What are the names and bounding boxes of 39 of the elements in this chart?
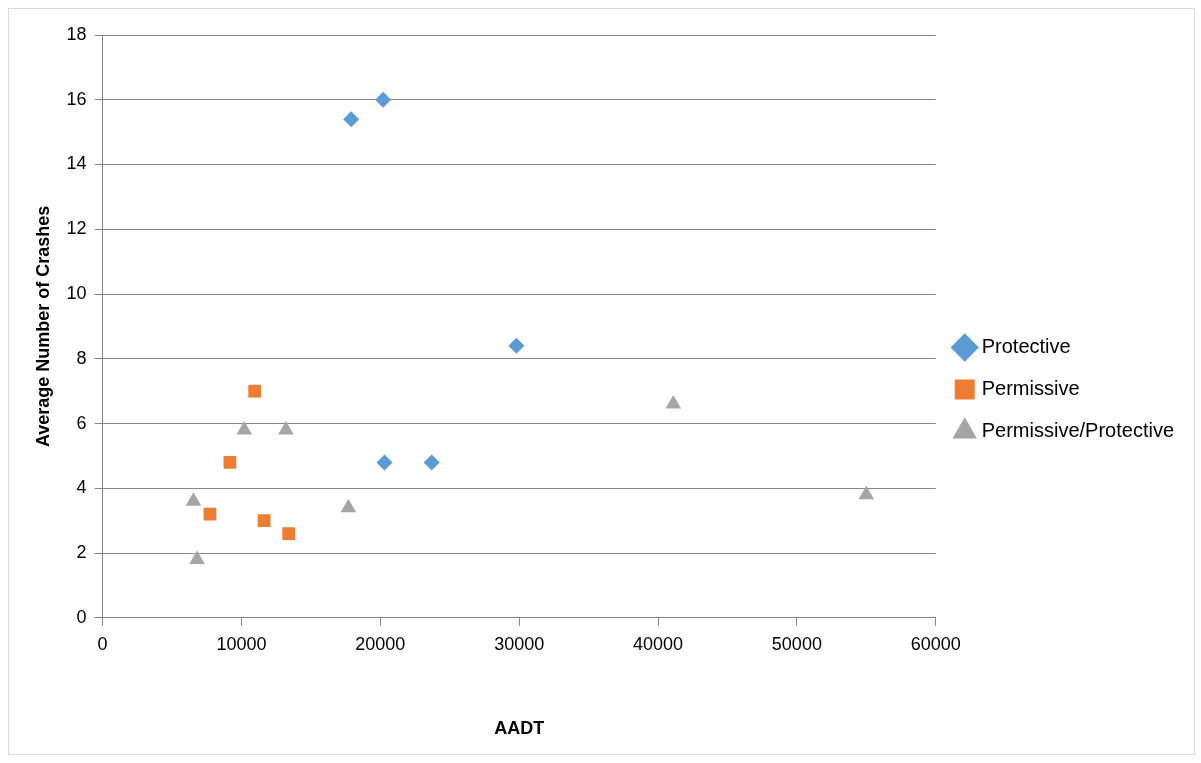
- y-tick-label: 16: [66, 88, 87, 109]
- point: [282, 527, 296, 540]
- x-tick-label: 0: [97, 633, 108, 654]
- y-tick-label: 6: [76, 412, 87, 433]
- point: [257, 514, 271, 528]
- y-axis-title: Average Number of Crashes: [32, 205, 53, 448]
- point: [665, 395, 682, 409]
- y-tick-label: 18: [66, 23, 87, 44]
- point: [375, 91, 392, 108]
- legend-label: Permissive: [981, 377, 1080, 400]
- x-tick-label: 50000: [771, 633, 822, 654]
- y-tick-label: 14: [66, 153, 87, 174]
- point: [340, 498, 357, 513]
- y-tick-label: 10: [66, 282, 87, 303]
- y-tick-label: 8: [76, 347, 87, 368]
- point: [223, 456, 237, 469]
- point: [858, 485, 875, 500]
- point: [376, 454, 393, 471]
- point: [423, 454, 440, 471]
- point: [189, 550, 205, 565]
- y-tick-label: 0: [76, 606, 87, 627]
- x-tick-label: 30000: [494, 633, 545, 654]
- point: [185, 492, 202, 506]
- y-tick-label: 4: [76, 477, 87, 498]
- x-tick-label: 10000: [216, 633, 267, 654]
- point: [343, 111, 360, 128]
- x-axis-title: AADT: [494, 718, 545, 739]
- point: [236, 421, 253, 435]
- y-tick-label: 12: [66, 218, 87, 239]
- x-tick-label: 40000: [632, 633, 684, 654]
- legend-label: Permissive/Protective: [981, 419, 1175, 442]
- point: [278, 421, 294, 435]
- x-tick-label: 20000: [355, 633, 406, 654]
- point: [508, 337, 525, 354]
- point: [248, 384, 262, 398]
- x-tick-label: 60000: [910, 633, 961, 654]
- y-tick-label: 2: [76, 542, 87, 563]
- legend-label: Protective: [981, 335, 1071, 358]
- point: [203, 507, 217, 521]
